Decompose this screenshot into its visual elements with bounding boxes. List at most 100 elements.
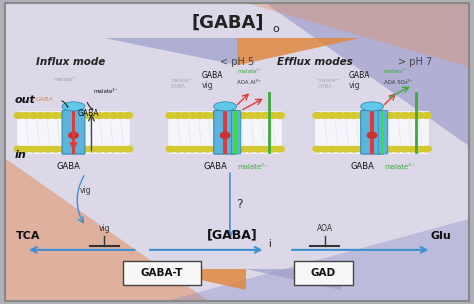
- Circle shape: [29, 146, 38, 152]
- Circle shape: [224, 112, 234, 119]
- Text: malate²⁻: malate²⁻: [53, 77, 78, 81]
- FancyBboxPatch shape: [123, 261, 201, 285]
- Circle shape: [166, 112, 175, 119]
- Circle shape: [202, 112, 212, 119]
- Circle shape: [43, 146, 53, 152]
- Circle shape: [166, 146, 175, 152]
- Circle shape: [356, 146, 366, 152]
- Text: GABA: GABA: [351, 162, 374, 171]
- Text: GABA: GABA: [201, 71, 223, 80]
- Circle shape: [400, 146, 410, 152]
- Text: malate²⁻: malate²⁻: [93, 89, 118, 94]
- Circle shape: [260, 112, 270, 119]
- FancyBboxPatch shape: [378, 111, 388, 154]
- Text: out: out: [14, 95, 35, 105]
- Circle shape: [253, 112, 263, 119]
- Text: > pH 7: > pH 7: [398, 57, 432, 67]
- Circle shape: [51, 146, 60, 152]
- Circle shape: [335, 146, 344, 152]
- Bar: [234, 111, 237, 154]
- Circle shape: [385, 112, 395, 119]
- Text: o: o: [273, 24, 279, 34]
- Circle shape: [393, 112, 402, 119]
- Bar: [315, 111, 429, 154]
- Circle shape: [378, 112, 388, 119]
- Text: [GABA]: [GABA]: [207, 229, 258, 242]
- Circle shape: [422, 112, 431, 119]
- Circle shape: [73, 112, 82, 119]
- Circle shape: [14, 112, 24, 119]
- Bar: [72, 111, 75, 154]
- FancyBboxPatch shape: [294, 261, 353, 285]
- Circle shape: [116, 112, 126, 119]
- Polygon shape: [246, 3, 469, 67]
- Circle shape: [188, 112, 197, 119]
- Circle shape: [378, 146, 388, 152]
- Circle shape: [349, 112, 359, 119]
- Circle shape: [231, 112, 241, 119]
- Polygon shape: [166, 219, 469, 301]
- Circle shape: [400, 112, 410, 119]
- FancyBboxPatch shape: [62, 110, 85, 154]
- Circle shape: [101, 146, 111, 152]
- Bar: [381, 111, 383, 154]
- Circle shape: [253, 146, 263, 152]
- Circle shape: [415, 146, 424, 152]
- Circle shape: [87, 146, 96, 152]
- FancyArrowPatch shape: [62, 101, 68, 107]
- Text: vig: vig: [99, 224, 110, 233]
- Circle shape: [275, 146, 284, 152]
- Text: < pH 5: < pH 5: [220, 57, 254, 67]
- Polygon shape: [152, 269, 246, 290]
- Circle shape: [173, 146, 182, 152]
- Circle shape: [109, 146, 118, 152]
- Circle shape: [73, 146, 82, 152]
- Circle shape: [217, 146, 226, 152]
- Text: i: i: [268, 239, 271, 249]
- Polygon shape: [265, 3, 469, 146]
- FancyArrowPatch shape: [87, 102, 92, 109]
- Bar: [370, 111, 374, 154]
- Bar: [168, 111, 282, 154]
- Circle shape: [21, 146, 31, 152]
- Polygon shape: [246, 269, 341, 290]
- Text: [GABA]: [GABA]: [191, 14, 264, 32]
- Circle shape: [275, 112, 284, 119]
- Circle shape: [371, 112, 381, 119]
- Polygon shape: [237, 38, 360, 65]
- Circle shape: [220, 132, 230, 138]
- Circle shape: [51, 112, 60, 119]
- Text: malate²⁻: malate²⁻: [237, 164, 268, 170]
- Text: GABA: GABA: [77, 109, 99, 118]
- Circle shape: [246, 112, 255, 119]
- Text: vig: vig: [80, 186, 91, 195]
- Circle shape: [29, 112, 38, 119]
- Circle shape: [195, 146, 204, 152]
- Circle shape: [217, 112, 226, 119]
- Circle shape: [356, 112, 366, 119]
- Circle shape: [268, 112, 277, 119]
- Circle shape: [58, 146, 67, 152]
- Circle shape: [202, 146, 212, 152]
- Circle shape: [385, 146, 395, 152]
- Circle shape: [320, 112, 329, 119]
- Text: GABA: GABA: [36, 97, 53, 102]
- Circle shape: [238, 112, 248, 119]
- Ellipse shape: [62, 102, 85, 111]
- Circle shape: [36, 112, 46, 119]
- Text: GABA: GABA: [57, 162, 81, 171]
- Text: Efflux modes: Efflux modes: [277, 57, 353, 67]
- Circle shape: [349, 146, 359, 152]
- Ellipse shape: [361, 102, 383, 111]
- Text: GABA: GABA: [204, 162, 228, 171]
- Circle shape: [94, 112, 104, 119]
- Text: vig: vig: [348, 81, 360, 90]
- Text: malate²⁻: malate²⁻: [384, 164, 415, 170]
- Circle shape: [210, 112, 219, 119]
- Circle shape: [364, 112, 373, 119]
- Polygon shape: [5, 158, 209, 301]
- Bar: [169, 119, 281, 146]
- Circle shape: [123, 146, 133, 152]
- Circle shape: [268, 146, 277, 152]
- Text: GAD: GAD: [310, 268, 336, 278]
